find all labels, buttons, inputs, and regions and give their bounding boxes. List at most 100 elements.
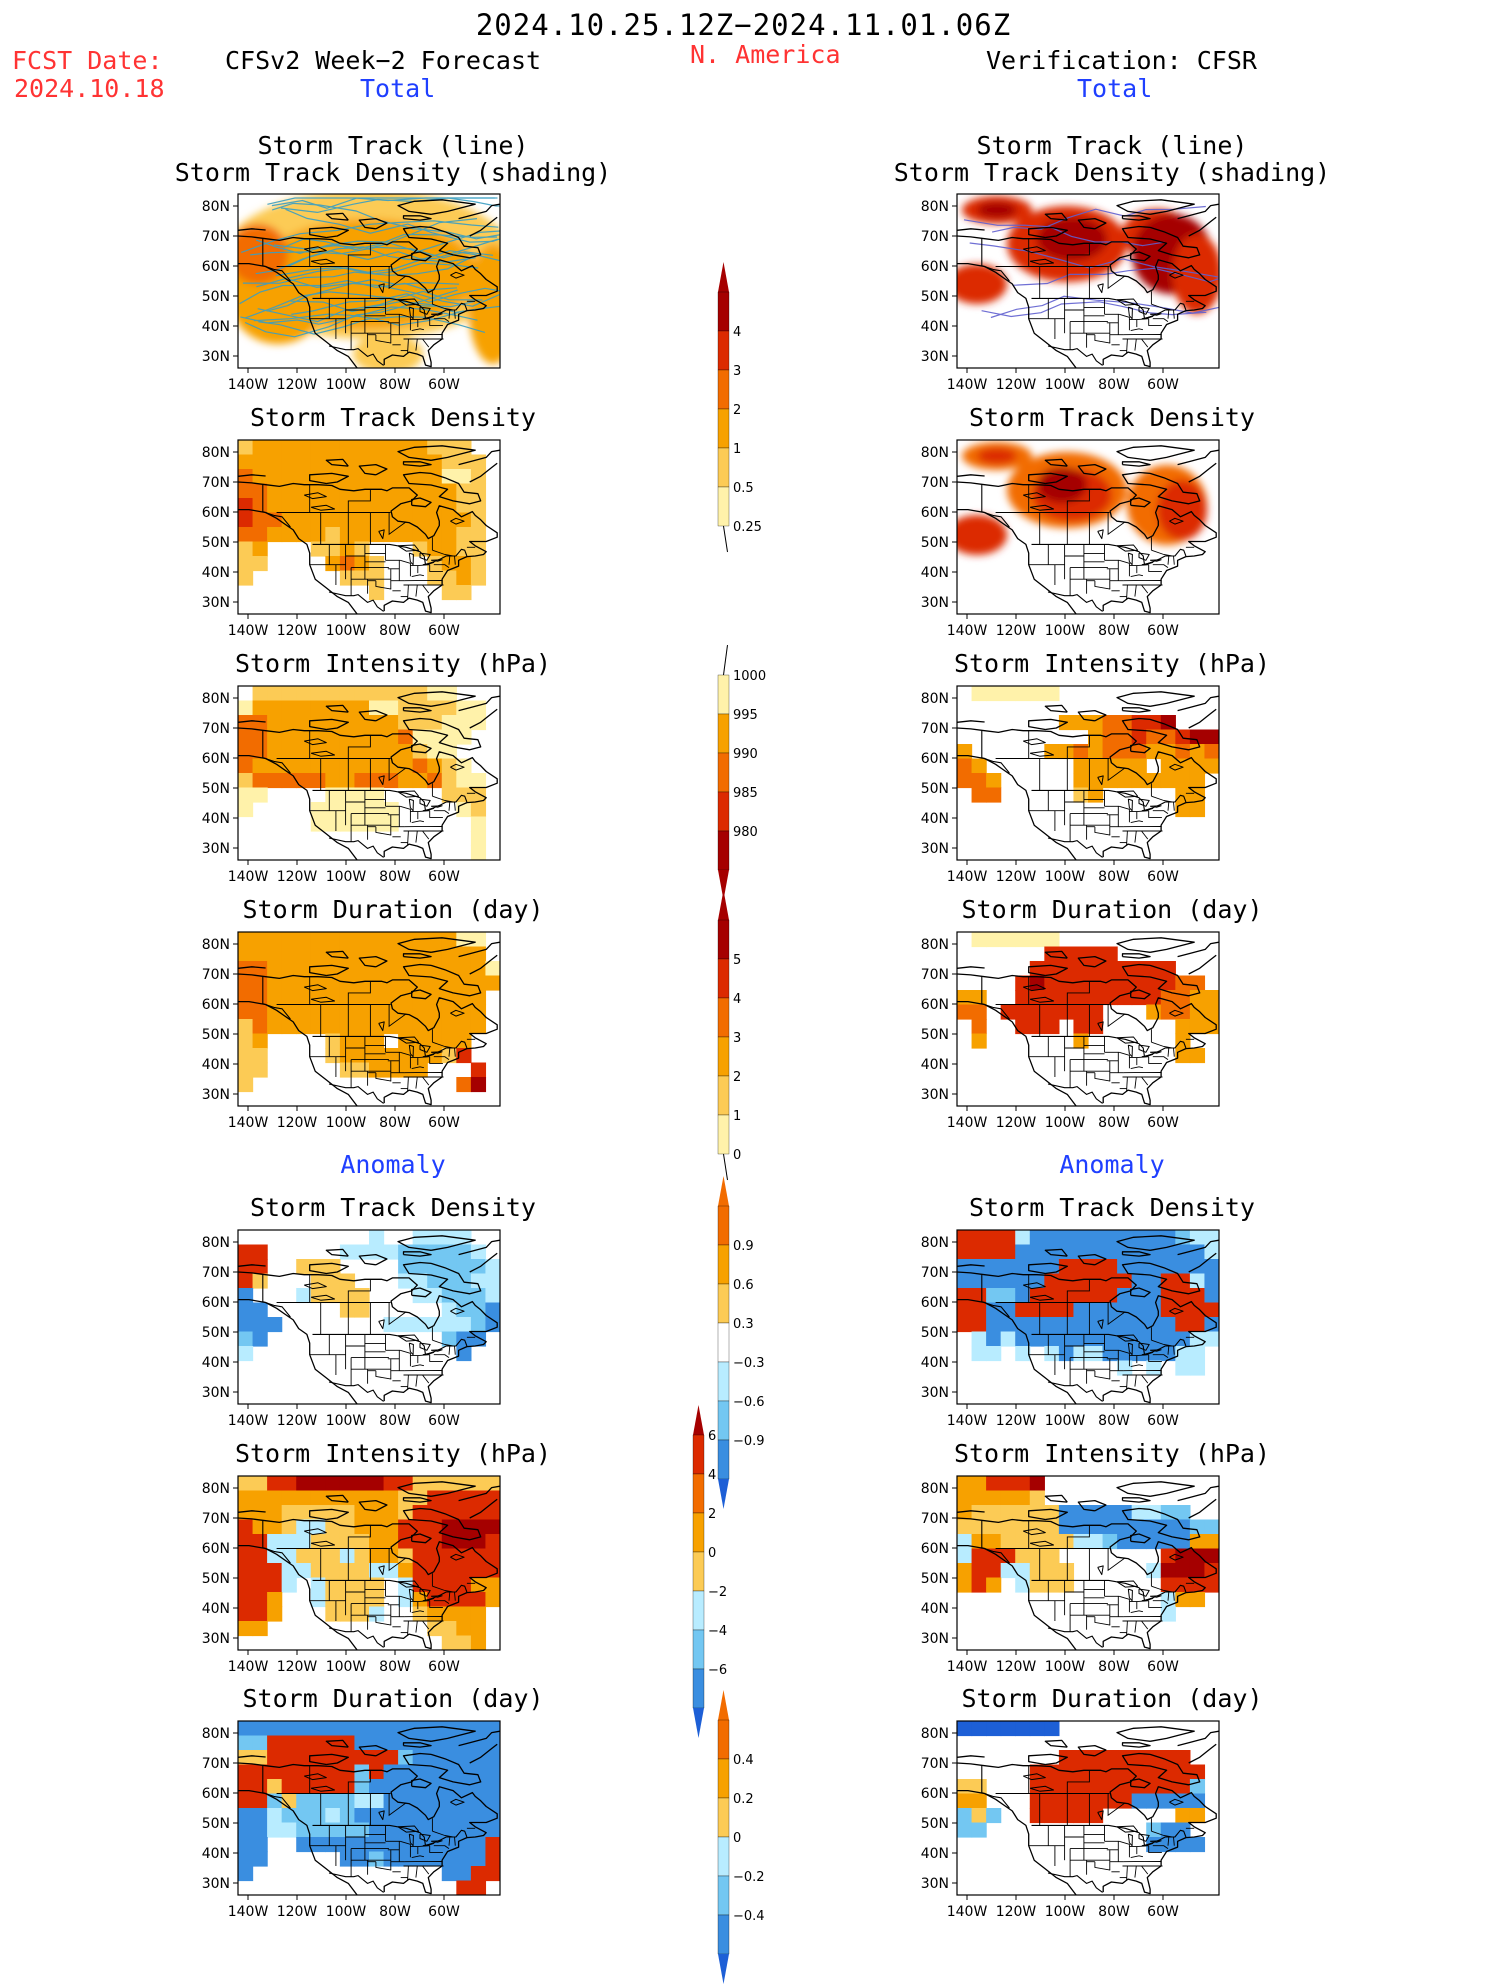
shaded-cell [1189,1779,1206,1795]
shaded-cell [369,440,385,456]
storm-track-line [240,306,478,325]
shaded-cell [1029,1019,1045,1035]
shaded-cell [412,1851,428,1867]
colorbar-swatch [692,1668,705,1709]
shaded-cell [1000,1505,1016,1521]
lon-tick-label: 140W [947,1413,988,1429]
lon-tick-label: 140W [947,377,988,393]
shaded-cell [383,512,399,528]
shaded-cell [1189,1004,1206,1020]
shaded-cell [1189,1808,1206,1824]
shaded-cell [1189,1230,1206,1246]
shaded-cell [456,527,472,543]
shaded-cell [456,1476,472,1492]
shaded-cell [1117,1302,1133,1318]
shaded-cell [252,1735,268,1751]
shaded-cell [1189,1259,1206,1275]
shaded-cell [1073,1331,1089,1347]
shaded-cell [427,932,443,948]
shaded-cell [427,1230,443,1246]
shaded-cell [310,454,326,470]
colorbar-swatch [717,1244,730,1285]
shaded-cell [1189,1244,1206,1260]
shaded-cell [267,1750,283,1766]
density-blob [468,244,500,364]
shaded-cell [252,1259,268,1275]
shaded-cell [1000,1259,1016,1275]
shaded-cell [441,1004,457,1020]
shaded-cell [354,1735,370,1751]
colorbar-anom-density: 0.9 0.6 0.3 −0.3 −0.6 −0.9 [715,1176,805,1513]
lon-tick-label: 120W [996,377,1037,393]
lon-tick-label: 100W [1045,1115,1086,1131]
shaded-cell [339,1004,356,1020]
shaded-cell [470,570,487,586]
shaded-cell [1117,1346,1133,1362]
shaded-cell [441,1548,457,1564]
shaded-cell [470,1721,487,1737]
shaded-cell [971,1288,987,1304]
lat-tick-label: 50N [921,1027,949,1043]
shaded-cell [485,961,500,977]
colorbar-label: 980 [733,825,758,840]
colorbar-swatch [717,1322,730,1363]
shaded-cell [441,1721,457,1737]
lon-tick-label: 80W [1098,1904,1130,1920]
lat-tick-label: 50N [921,781,949,797]
lon-tick-label: 60W [428,1115,460,1131]
shaded-cell [238,1808,254,1824]
lon-tick-label: 80W [1098,377,1130,393]
shaded-cell [485,975,500,991]
shaded-cell [427,1033,443,1049]
lat-tick-label: 40N [202,319,230,335]
shaded-cell [354,440,370,456]
lon-tick-label: 120W [277,1413,318,1429]
shaded-cell [1058,1779,1075,1795]
shaded-cell [1117,1317,1133,1333]
colorbar-swatch [717,752,730,793]
shaded-cell [267,1735,283,1751]
shaded-cell [1175,1033,1191,1049]
shaded-cell [456,570,472,586]
shaded-cell [238,1735,254,1751]
shaded-cell [1189,1288,1206,1304]
shaded-cell [383,1808,399,1824]
shaded-cell [1189,1837,1206,1853]
shaded-cell [1131,1317,1147,1333]
shaded-cell [281,1505,297,1521]
shaded-cell [485,1577,500,1593]
shaded-cell [957,1721,973,1737]
shaded-cell [412,1750,428,1766]
lat-tick-label: 50N [921,1816,949,1832]
shaded-cell [252,975,268,991]
shaded-cell [267,975,283,991]
shaded-cell [1160,1317,1176,1333]
shaded-cell [354,1592,370,1608]
shaded-cell [1102,961,1118,977]
shaded-cell [369,1822,385,1838]
shaded-cell [456,1288,472,1304]
shaded-cell [354,975,370,991]
shaded-cell [986,1577,1002,1593]
shaded-cell [339,1721,356,1737]
shaded-cell [1044,932,1060,948]
lon-tick-label: 80W [1098,1413,1130,1429]
shaded-cell [1058,1317,1075,1333]
shaded-cell [427,1621,443,1637]
shaded-cell [1102,946,1118,962]
shaded-cell [1160,729,1176,745]
shaded-cell [1160,1519,1176,1535]
shaded-cell [441,1019,457,1035]
lat-tick-label: 80N [202,937,230,953]
shaded-cell [1000,686,1016,702]
shaded-cell [1160,1331,1176,1347]
shaded-cell [441,1033,457,1049]
lat-tick-label: 50N [202,535,230,551]
shaded-cell [310,1779,326,1795]
colorbar-swatch [717,369,730,410]
shaded-cell [456,715,472,731]
shaded-cell [470,1837,487,1853]
shaded-cell [1029,686,1045,702]
shaded-cell [325,454,341,470]
shaded-cell [296,1548,312,1564]
